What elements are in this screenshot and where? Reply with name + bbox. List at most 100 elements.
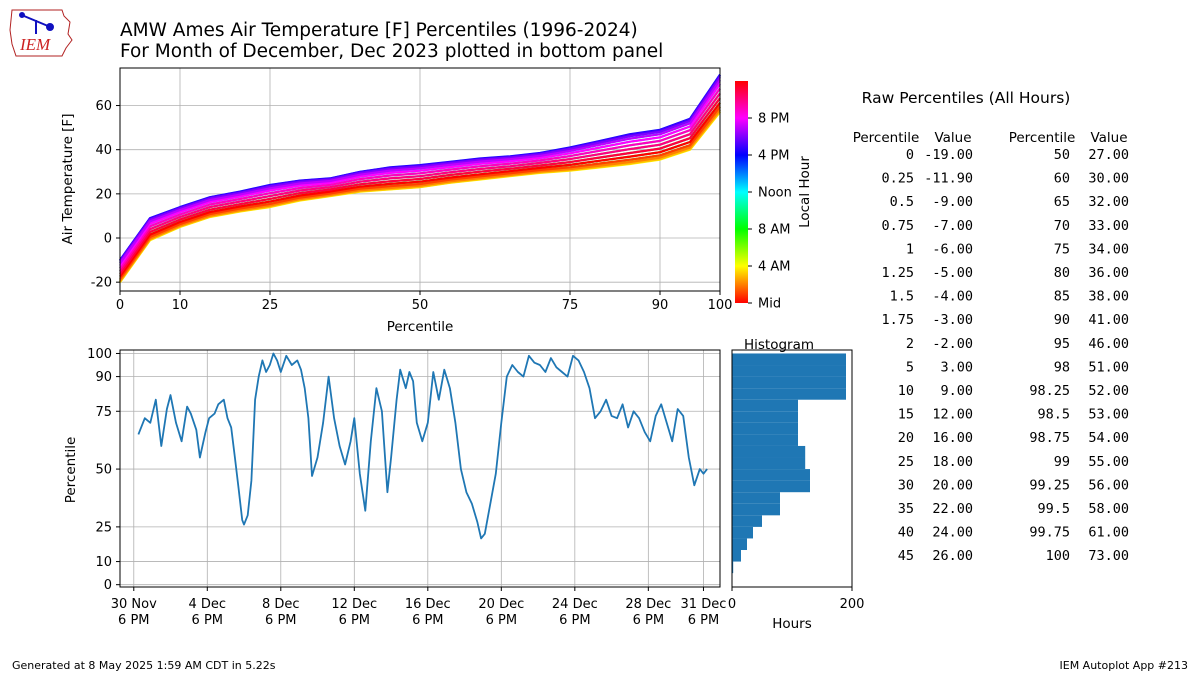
table-left-value: 22.00 xyxy=(932,501,973,517)
bottom-xtick-label-date: 30 Nov xyxy=(111,597,157,612)
footer-generated: Generated at 8 May 2025 1:59 AM CDT in 5… xyxy=(12,659,276,672)
table-right-percentile: 80 xyxy=(1054,265,1070,281)
histogram-bar xyxy=(732,492,780,504)
bottom-xtick-label-date: 20 Dec xyxy=(478,597,524,612)
chart-title-line2: For Month of December, Dec 2023 plotted … xyxy=(120,41,663,62)
table-left-value: -4.00 xyxy=(932,289,973,305)
hour-curve-2 xyxy=(119,108,721,282)
top-xlabel: Percentile xyxy=(387,319,454,335)
table-right-percentile: 98.5 xyxy=(1037,407,1070,423)
chart-title-line1: AMW Ames Air Temperature [F] Percentiles… xyxy=(120,20,638,41)
hour-curve-18 xyxy=(119,76,721,263)
table-right-percentile: 50 xyxy=(1054,147,1070,163)
table-left-percentile: 15 xyxy=(898,407,914,423)
histogram-bar xyxy=(732,411,798,423)
table-right-percentile: 99.75 xyxy=(1029,525,1070,541)
local-hour-colorbar: Mid 4 AM 8 AM Noon 4 PM 8 PM Local Hour xyxy=(735,81,813,312)
colorbar-ticks: Mid 4 AM 8 AM Noon 4 PM 8 PM xyxy=(748,112,792,312)
table-right-percentile: 98 xyxy=(1054,359,1070,375)
table-left-value: 24.00 xyxy=(932,525,973,541)
histogram-xtick-label: 200 xyxy=(840,597,865,612)
bottom-xtick-label-time: 6 PM xyxy=(633,613,664,628)
bottom-ytick-label: 50 xyxy=(95,463,112,478)
bottom-ytick-label: 10 xyxy=(95,555,112,570)
iowa-outline-icon xyxy=(9,9,73,57)
table-left-percentile: 5 xyxy=(906,359,914,375)
top-xtick-label: 0 xyxy=(116,298,124,313)
bottom-xtick-label-time: 6 PM xyxy=(192,613,223,628)
hour-curve-1 xyxy=(119,106,721,280)
bottom-xtick-label-time: 6 PM xyxy=(688,613,719,628)
table-right-percentile: 95 xyxy=(1054,336,1070,352)
table-left-value: -19.00 xyxy=(924,147,973,163)
bottom-xtick-label-time: 6 PM xyxy=(118,613,149,628)
iem-logo: IEM xyxy=(9,9,73,57)
histogram-title: Histogram xyxy=(744,337,814,353)
table-left-value: 18.00 xyxy=(932,454,973,470)
table-right-percentile: 99 xyxy=(1054,454,1070,470)
bottom-xtick-label-time: 6 PM xyxy=(486,613,517,628)
table-right-value: 33.00 xyxy=(1088,218,1129,234)
bottom-xtick-label-date: 31 Dec xyxy=(681,597,727,612)
table-left-value: -11.90 xyxy=(924,171,973,187)
table-right-value: 61.00 xyxy=(1088,525,1129,541)
histogram-bar xyxy=(732,457,806,470)
hour-curve-21 xyxy=(119,87,721,269)
histogram-bar xyxy=(732,480,810,493)
table-right-percentile: 99.25 xyxy=(1029,477,1070,493)
histogram-bar xyxy=(732,399,798,412)
bottom-xtick-label-time: 6 PM xyxy=(412,613,443,628)
histogram-xlabel: Hours xyxy=(772,616,812,632)
table-right-value: 32.00 xyxy=(1088,194,1129,210)
colorbar-tick-label: 8 AM xyxy=(758,223,791,238)
footer-app: IEM Autoplot App #213 xyxy=(1060,659,1189,672)
bottom-xtick-label-date: 12 Dec xyxy=(331,597,377,612)
table-right-percentile: 99.5 xyxy=(1037,501,1070,517)
histogram-bar xyxy=(732,550,741,562)
table-right-value: 30.00 xyxy=(1088,171,1129,187)
colorbar-tick-label: 8 PM xyxy=(758,112,789,127)
table-left-percentile: 40 xyxy=(898,525,914,541)
table-right-value: 46.00 xyxy=(1088,336,1129,352)
percentile-curves-plot: 0 10 25 50 75 90 100 -20 0 20 40 60 Percentile Air … xyxy=(60,67,733,335)
table-right-value: 51.00 xyxy=(1088,359,1129,375)
timeseries-line xyxy=(137,352,708,540)
histogram-ticks: 0 200 xyxy=(728,587,865,612)
table-left-value: -9.00 xyxy=(932,194,973,210)
top-ytick-label: -20 xyxy=(91,276,112,291)
histogram-bar xyxy=(732,538,747,551)
bottom-grid xyxy=(120,350,720,587)
table-left-value: 26.00 xyxy=(932,548,973,564)
table-right-percentile: 75 xyxy=(1054,241,1070,257)
table-right-percentile: 60 xyxy=(1054,171,1070,187)
histogram-xtick-label: 0 xyxy=(728,597,736,612)
table-rows: 0 -19.00 0.25 -11.90 0.5 -9.00 0.75 -7.00 1 -6.00… xyxy=(881,147,1129,564)
table-right-value: 55.00 xyxy=(1088,454,1129,470)
bottom-ytick-label: 75 xyxy=(95,405,112,420)
colorbar-tick-label: Noon xyxy=(758,186,792,201)
table-left-value: -2.00 xyxy=(932,336,973,352)
bottom-xtick-label-date: 16 Dec xyxy=(405,597,451,612)
bottom-ytick-label: 0 xyxy=(104,578,112,593)
histogram-axes-frame xyxy=(731,349,853,588)
bottom-ylabel: Percentile xyxy=(63,437,79,504)
table-right-percentile: 70 xyxy=(1054,218,1070,234)
table-header-percentile-left: Percentile xyxy=(853,130,920,146)
table-right-percentile: 65 xyxy=(1054,194,1070,210)
bottom-ytick-label: 100 xyxy=(87,347,112,362)
table-left-percentile: 1.25 xyxy=(881,265,914,281)
top-xtick-label: 100 xyxy=(708,298,733,313)
table-left-percentile: 10 xyxy=(898,383,914,399)
histogram-plot: Histogram 0 200 Hours xyxy=(728,337,865,632)
histogram-bar xyxy=(732,561,734,574)
top-ytick-label: 40 xyxy=(95,143,112,158)
table-left-value: -5.00 xyxy=(932,265,973,281)
top-series-lines xyxy=(119,73,721,283)
bottom-xtick-label-date: 24 Dec xyxy=(552,597,598,612)
bottom-xtick-label-date: 28 Dec xyxy=(625,597,671,612)
table-left-value: 20.00 xyxy=(932,477,973,493)
hour-curve-22 xyxy=(119,92,721,272)
table-title: Raw Percentiles (All Hours) xyxy=(862,89,1071,107)
histogram-bars xyxy=(732,353,846,574)
